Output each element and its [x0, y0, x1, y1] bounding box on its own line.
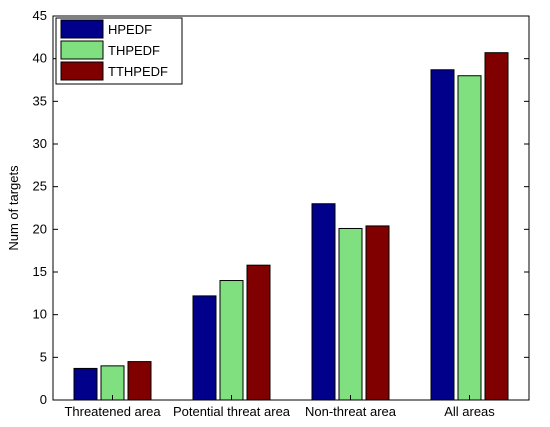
bar-tthpedf-1: [246, 264, 271, 401]
y-tick-label: 20: [33, 221, 47, 236]
x-tick-label: Potential threat area: [173, 404, 291, 419]
x-tick-label: Threatened area: [64, 404, 161, 419]
y-tick-label: 0: [40, 392, 47, 407]
legend-swatch-hpedf: [60, 19, 104, 39]
bar-hpedf-2: [311, 203, 336, 401]
legend-swatch-thpedf: [60, 40, 104, 60]
x-tick-label: Non-threat area: [305, 404, 397, 419]
y-axis-title: Num of targets: [6, 165, 21, 251]
y-tick-label: 30: [33, 136, 47, 151]
bar-hpedf-3: [430, 69, 455, 401]
bar-thpedf-0: [100, 365, 125, 401]
bars-group: [73, 52, 509, 401]
y-tick-label: 25: [33, 179, 47, 194]
x-axis: Threatened area Potential threat area Non-…: [64, 395, 495, 419]
bar-tthpedf-3: [484, 52, 509, 401]
bar-tthpedf-0: [127, 361, 152, 401]
legend-label-thpedf: THPEDF: [108, 43, 160, 58]
bar-thpedf-2: [338, 227, 363, 401]
y-tick-label: 15: [33, 264, 47, 279]
x-tick-label: All areas: [444, 404, 495, 419]
bar-hpedf-0: [73, 367, 98, 401]
legend-swatch-tthpedf: [60, 61, 104, 81]
bar-thpedf-1: [219, 280, 244, 401]
legend-label-tthpedf: TTHPEDF: [108, 64, 168, 79]
y-tick-label: 40: [33, 51, 47, 66]
legend: HPEDF THPEDF TTHPEDF: [55, 17, 183, 85]
bar-thpedf-3: [457, 75, 482, 401]
y-axis: 0 5 10 15 20 25 30 35 40 45: [33, 8, 529, 407]
y-tick-label: 45: [33, 8, 47, 23]
bar-tthpedf-2: [365, 225, 390, 401]
bar-hpedf-1: [192, 295, 217, 401]
legend-label-hpedf: HPEDF: [108, 22, 152, 37]
y-tick-label: 35: [33, 93, 47, 108]
y-tick-label: 10: [33, 307, 47, 322]
y-tick-label: 5: [40, 349, 47, 364]
